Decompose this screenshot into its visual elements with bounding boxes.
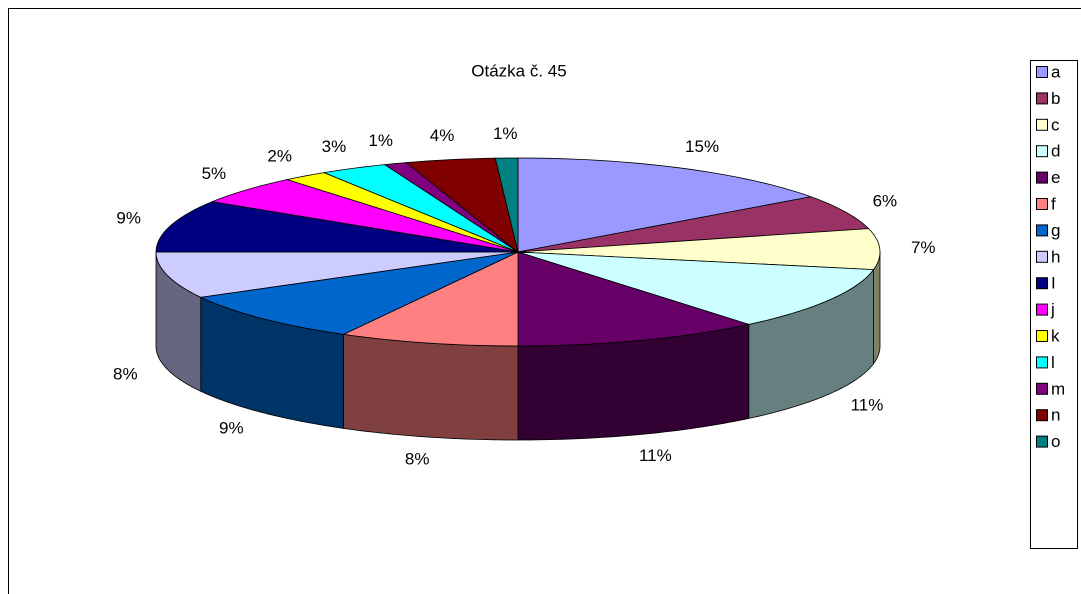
pie-slice xyxy=(517,228,881,271)
data-label: 9% xyxy=(219,419,244,438)
data-label: 2% xyxy=(267,146,292,165)
data-label: 1% xyxy=(368,131,393,150)
legend-label: h xyxy=(1051,247,1060,266)
legend-swatch xyxy=(1036,330,1048,342)
legend-label: n xyxy=(1051,406,1060,425)
legend-swatch xyxy=(1036,224,1048,237)
pie-slice xyxy=(322,164,519,253)
pie-slice xyxy=(342,251,519,347)
pie-slice xyxy=(405,157,519,254)
legend-label: I xyxy=(1051,274,1056,293)
legend-swatch xyxy=(1036,171,1048,184)
legend-swatch xyxy=(1036,145,1048,158)
legend-swatch xyxy=(1036,198,1048,210)
data-label: 1% xyxy=(493,124,518,143)
data-label: 15% xyxy=(685,137,719,156)
data-label: 8% xyxy=(405,449,430,468)
data-label: 5% xyxy=(202,164,227,183)
legend-label: g xyxy=(1051,221,1060,240)
legend-label: c xyxy=(1051,115,1060,134)
legend-label: e xyxy=(1051,168,1060,187)
pie-slice xyxy=(210,179,519,253)
legend-swatch xyxy=(1036,277,1048,290)
legend-label: k xyxy=(1051,326,1060,345)
legend-swatch xyxy=(1036,250,1048,263)
data-label: 4% xyxy=(430,126,455,145)
legend-swatch xyxy=(1036,356,1048,369)
legend-label: j xyxy=(1050,300,1055,319)
data-label: 7% xyxy=(911,238,936,257)
pie-slice xyxy=(155,201,519,253)
data-label: 11% xyxy=(851,395,884,414)
data-label: 11% xyxy=(639,446,672,465)
pie-slice xyxy=(517,157,813,253)
legend-swatch xyxy=(1036,303,1048,316)
legend-label: d xyxy=(1051,142,1060,161)
legend-swatch xyxy=(1036,92,1048,105)
data-label: 6% xyxy=(873,191,898,210)
data-label: 8% xyxy=(113,365,138,384)
legend-swatch xyxy=(1036,409,1048,422)
legend-swatch xyxy=(1036,66,1048,78)
pie-side xyxy=(343,333,519,441)
pie-slice xyxy=(155,251,519,298)
legend-label: f xyxy=(1051,194,1056,213)
pie-slice xyxy=(494,157,519,253)
pie-slice xyxy=(199,251,519,335)
legend-label: m xyxy=(1051,379,1065,398)
legend-swatch xyxy=(1036,118,1048,131)
legend-label: b xyxy=(1051,89,1060,108)
pie-slice xyxy=(517,251,751,347)
legend-label: o xyxy=(1051,432,1060,451)
chart-title: Otázka č. 45 xyxy=(471,61,566,80)
pie-slice xyxy=(517,251,875,325)
data-label: 3% xyxy=(322,137,347,156)
legend-swatch xyxy=(1036,382,1048,395)
legend-swatch xyxy=(1036,435,1048,448)
legend-label: a xyxy=(1051,62,1061,81)
pie-slice xyxy=(517,196,870,253)
legend-label: l xyxy=(1051,353,1055,372)
data-label: 9% xyxy=(116,209,141,228)
